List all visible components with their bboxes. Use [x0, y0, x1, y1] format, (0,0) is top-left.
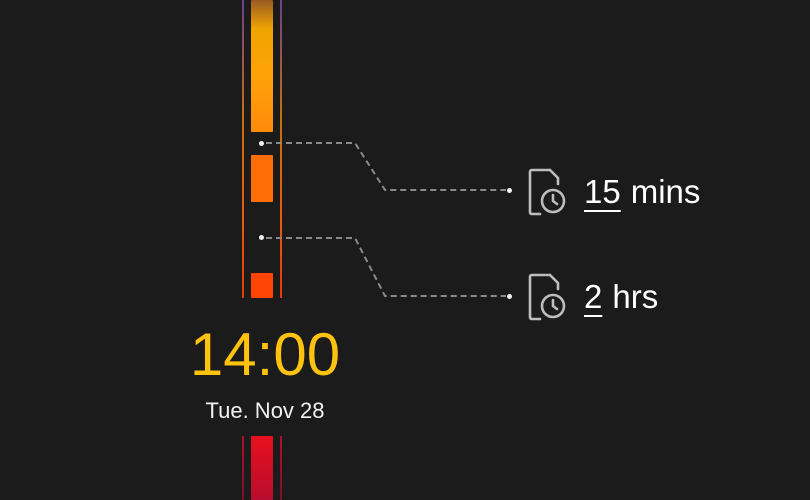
- rail-edge-left: [242, 0, 244, 298]
- current-date: Tue. Nov 28: [205, 398, 325, 423]
- reminder-value: 2: [584, 278, 603, 315]
- connector-end-dot: [507, 294, 512, 299]
- timeline-segment-red-orange[interactable]: [251, 273, 273, 298]
- rail-edge-left: [242, 436, 244, 500]
- document-clock-icon: [528, 168, 566, 216]
- timeline-rail-upper: [242, 0, 282, 298]
- timeline-rail-lower: [242, 436, 282, 500]
- timeline-segment-orange[interactable]: [251, 155, 273, 202]
- reminder-unit: hrs: [612, 278, 659, 315]
- reminder-unit: mins: [630, 173, 701, 210]
- timeline-marker-dot[interactable]: [259, 141, 264, 146]
- rail-edge-right: [280, 436, 282, 500]
- reminder-15-mins[interactable]: 15 mins: [528, 168, 700, 216]
- timeline-marker-dot[interactable]: [259, 235, 264, 240]
- timeline-segment-red[interactable]: [251, 436, 273, 500]
- connector-end-dot: [507, 188, 512, 193]
- current-time: 14:00: [189, 321, 341, 388]
- connector-line-2-hrs: [266, 237, 506, 297]
- document-clock-icon: [528, 273, 566, 321]
- timeline-segment-amber[interactable]: [251, 0, 273, 132]
- connector-line-15-mins: [266, 142, 506, 191]
- reminder-2-hrs[interactable]: 2 hrs: [528, 273, 658, 321]
- reminder-value: 15: [584, 173, 621, 210]
- rail-edge-right: [280, 0, 282, 298]
